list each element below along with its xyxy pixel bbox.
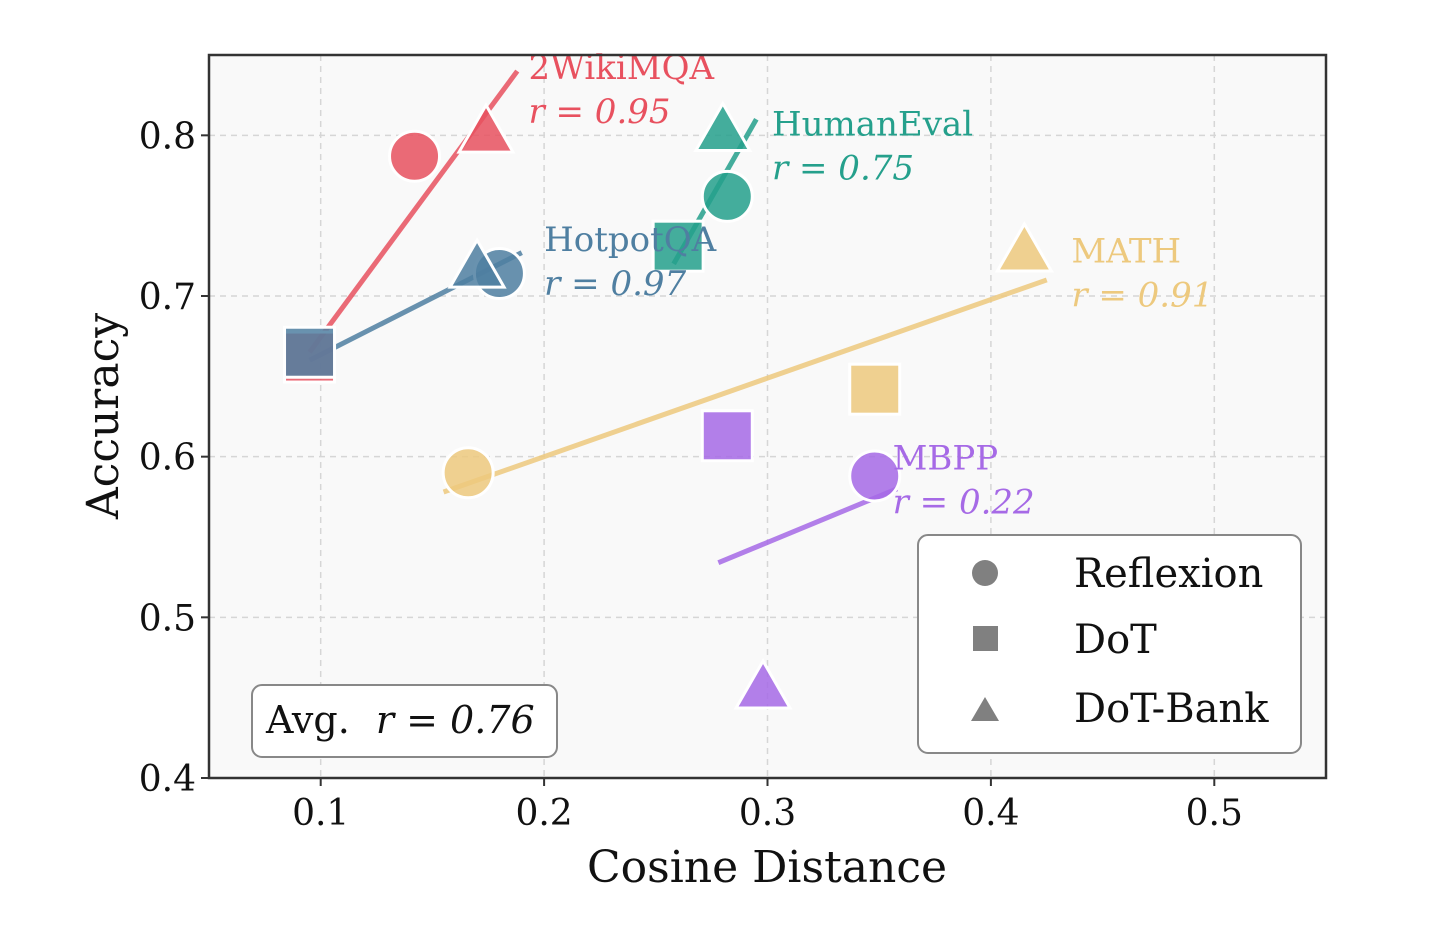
fit-line-math: [442, 277, 1048, 495]
point-humaneval-dot: [651, 219, 705, 273]
point-humaneval-reflexion: [700, 169, 754, 223]
annotation-name-mbpp: MBPP: [893, 439, 999, 479]
annotation-r-2wikimqa: r = 0.95: [528, 92, 670, 132]
x-tick-label: 0.4: [962, 793, 1019, 834]
point-mbpp-dot-bank: [733, 658, 793, 710]
annotation-r-humaneval: r = 0.75: [772, 148, 914, 188]
axis-ticks: 0.1 0.2 0.3 0.4 0.5 0.4 0.5 0.6 0.7 0.8: [139, 116, 1243, 834]
x-tick-label: 0.5: [1186, 793, 1243, 834]
avg-annotation-box: Avg. r = 0.76: [251, 684, 558, 758]
x-tick-label: 0.1: [292, 793, 349, 834]
y-tick-label: 0.7: [139, 277, 196, 318]
point-2wikimqa-dot-bank: [456, 102, 516, 154]
point-2wikimqa-reflexion: [388, 129, 442, 183]
legend-label-reflexion: Reflexion: [1074, 551, 1263, 597]
point-hotpotqa-dot: [283, 325, 337, 379]
x-axis-label: Cosine Distance: [587, 842, 947, 893]
legend-label-dot: DoT: [1074, 617, 1157, 663]
legend-triangle-marker: [971, 697, 999, 721]
avg-value: r = 0.76: [376, 698, 535, 742]
point-math-reflexion: [441, 446, 495, 500]
legend-circle-marker: [972, 560, 998, 586]
point-math-dot: [848, 362, 902, 416]
avg-prefix: Avg.: [265, 698, 350, 742]
point-mbpp-dot: [700, 409, 754, 463]
point-hotpotqa-dot-bank: [447, 237, 507, 289]
annotation-r-mbpp: r = 0.22: [893, 483, 1035, 523]
annotation-name-hotpotqa: HotpotQA: [544, 220, 717, 260]
annotation-r-math: r = 0.91: [1071, 275, 1213, 315]
legend-square-marker: [973, 626, 998, 651]
svg-text:Avg. r = 0.76: Avg. r = 0.76: [265, 698, 535, 742]
y-tick-label: 0.5: [139, 598, 196, 639]
y-tick-label: 0.8: [139, 116, 196, 157]
point-humaneval-dot-bank: [693, 100, 753, 153]
data-points: [283, 100, 1055, 710]
annotation-r-hotpotqa: r = 0.97: [544, 264, 686, 304]
y-tick-label: 0.4: [139, 759, 196, 800]
point-mbpp-reflexion: [848, 449, 902, 503]
annotation-name-humaneval: HumanEval: [772, 104, 973, 144]
y-axis-label: Accuracy: [78, 313, 129, 520]
point-math-dot-bank: [994, 221, 1055, 273]
legend-label-dot-bank: DoT-Bank: [1074, 686, 1269, 732]
x-tick-label: 0.2: [515, 793, 572, 834]
legend: Reflexion DoT DoT-Bank: [917, 534, 1302, 754]
x-tick-label: 0.3: [739, 793, 796, 834]
y-tick-label: 0.6: [139, 438, 196, 479]
annotation-name-math: MATH: [1071, 231, 1181, 271]
